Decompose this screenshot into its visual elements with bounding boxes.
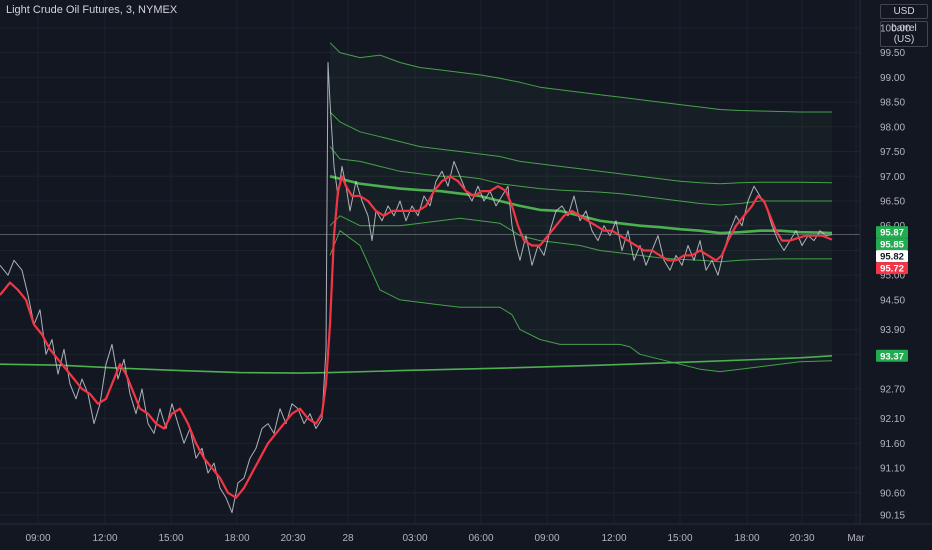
- price-tag-bg: [876, 349, 908, 362]
- x-tick-label: 18:00: [224, 533, 249, 544]
- price-tag-bg: [876, 238, 908, 251]
- series-price: [0, 62, 833, 514]
- y-tick-label: 91.60: [880, 439, 905, 450]
- price-tag-label: 95.72: [880, 264, 904, 275]
- series-layer: [0, 42, 833, 514]
- y-tick-label: 97.50: [880, 147, 905, 158]
- x-tick-label: 09:00: [25, 533, 50, 544]
- x-tick-label: 12:00: [92, 533, 117, 544]
- y-tick-label: 99.50: [880, 48, 905, 59]
- price-tag-label: 93.37: [880, 351, 904, 362]
- series-band-lower-1: [329, 215, 832, 263]
- x-tick-label: 06:00: [468, 533, 493, 544]
- x-tick-label: 15:00: [667, 533, 692, 544]
- x-tick-label: 20:30: [280, 533, 305, 544]
- currency-selector[interactable]: USD barrel (US): [880, 4, 928, 47]
- price-tag-bg: [876, 226, 908, 239]
- y-tick-label: 94.50: [880, 295, 905, 306]
- price-tag: 95.87: [876, 226, 908, 239]
- y-tick-label: 92.10: [880, 414, 905, 425]
- y-tick-label: 95.00: [880, 271, 905, 282]
- y-tick-label: 93.90: [880, 325, 905, 336]
- y-tick-label: 90.60: [880, 488, 905, 499]
- series-band-lower-2: [329, 230, 833, 373]
- series-band-upper-3: [329, 42, 832, 113]
- time-axis[interactable]: 09:00 12:00 15:00 18:00 20:30 28 03:00 06:00 09:…: [25, 533, 865, 544]
- price-tag-label: 95.82: [880, 252, 904, 263]
- price-tag: 95.72: [876, 262, 908, 275]
- y-tick-label: 97.00: [880, 172, 905, 183]
- price-tag: 93.37: [876, 349, 908, 362]
- vwap-band-fill: [330, 42, 832, 372]
- x-tick-label: 18:00: [734, 533, 759, 544]
- y-tick-label: 96.50: [880, 196, 905, 207]
- x-tick-label: 28: [342, 533, 354, 544]
- price-tag: 95.85: [876, 238, 908, 251]
- x-tick-label: 20:30: [789, 533, 814, 544]
- series-long-ma: [0, 355, 833, 374]
- price-tag-label: 95.87: [880, 228, 904, 239]
- x-tick-label: 03:00: [402, 533, 427, 544]
- series-band-upper-2: [329, 111, 833, 185]
- x-tick-label: 09:00: [534, 533, 559, 544]
- x-tick-label: 12:00: [601, 533, 626, 544]
- chart-title: Light Crude Oil Futures, 3, NYMEX: [6, 4, 178, 16]
- x-tick-label: Mar: [847, 533, 865, 544]
- price-tag-bg: [876, 262, 908, 275]
- series-band-upper-1: [329, 146, 832, 206]
- y-tick-label: 98.50: [880, 98, 905, 109]
- price-tag: 95.82: [876, 250, 908, 263]
- grid: [0, 0, 860, 524]
- y-tick-label: 100.00: [880, 23, 911, 34]
- price-tag-bg: [876, 250, 908, 263]
- y-tick-label: 99.00: [880, 73, 905, 84]
- x-tick-label: 15:00: [158, 533, 183, 544]
- y-tick-label: 92.70: [880, 384, 905, 395]
- price-tag-label: 95.85: [880, 240, 904, 251]
- series-ema: [0, 175, 833, 499]
- currency-label[interactable]: USD: [880, 4, 928, 19]
- y-tick-label: 98.00: [880, 122, 905, 133]
- y-tick-label: 91.10: [880, 464, 905, 475]
- y-tick-label: 90.15: [880, 511, 905, 522]
- unit-label[interactable]: barrel (US): [880, 21, 928, 47]
